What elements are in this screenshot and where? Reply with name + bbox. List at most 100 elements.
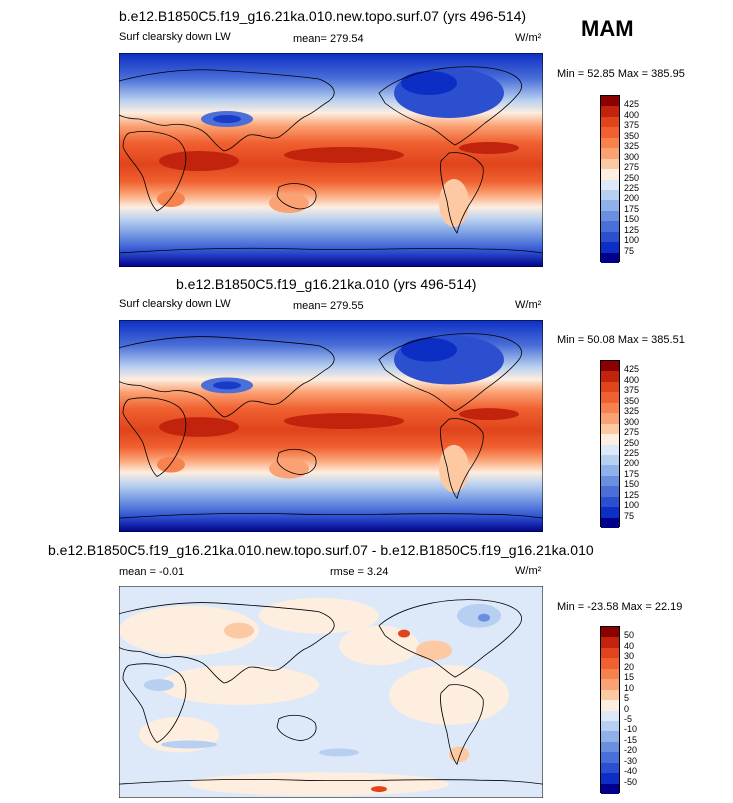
colorbar-tick-label: 50 <box>624 630 635 641</box>
colorbar-swatch <box>601 413 619 424</box>
colorbar-tick-label: 400 <box>624 374 640 385</box>
colorbar-swatch <box>601 731 619 742</box>
colorbar-tick-label: 400 <box>624 109 640 120</box>
panel-2-variable-label: Surf clearsky down LW <box>119 298 231 310</box>
colorbar-swatch <box>601 507 619 518</box>
colorbar-tick-label: 125 <box>624 489 640 500</box>
colorbar-swatch <box>601 96 619 107</box>
colorbar-tick-label: 0 <box>624 703 630 714</box>
colorbar-swatch <box>601 231 619 243</box>
colorbar-swatch <box>601 710 619 721</box>
colorbar-swatch <box>601 444 619 455</box>
colorbar-tick-label: 325 <box>624 406 640 417</box>
colorbar-tick-label: 175 <box>624 203 640 214</box>
colorbar-tick-label: 275 <box>624 427 640 438</box>
panel-3-mean-label: mean = -0.01 <box>119 566 185 578</box>
colorbar-swatch <box>601 741 619 753</box>
colorbar-swatch <box>601 783 619 794</box>
colorbar-tick-label: 350 <box>624 130 640 141</box>
colorbar-swatch <box>601 169 619 180</box>
colorbar-tick-label: 20 <box>624 661 635 672</box>
colorbar-swatch <box>601 242 619 253</box>
panel-1-units-label: W/m² <box>515 32 542 44</box>
panel-1-map <box>119 53 543 267</box>
colorbar-tick-label: -5 <box>624 713 633 724</box>
coastline-antarctica <box>119 247 543 254</box>
colorbar-tick-label: -10 <box>624 724 638 735</box>
colorbar-swatch <box>601 637 619 648</box>
colorbar-swatch <box>601 127 619 138</box>
colorbar-swatch <box>601 137 619 149</box>
colorbar-swatch <box>601 668 619 680</box>
colorbar-tick-label: 5 <box>624 693 630 704</box>
colorbar-swatch <box>601 762 619 774</box>
coastline-eurasia <box>119 69 335 152</box>
coastline-north-america <box>378 66 522 146</box>
colorbar-tick-label: -50 <box>624 776 638 787</box>
colorbar-swatch <box>601 647 619 659</box>
colorbar-tick-label: 425 <box>624 364 640 375</box>
colorbar-tick-label: 100 <box>624 500 640 511</box>
panel-2-mean-label: mean= 279.55 <box>293 300 364 312</box>
panel-3-title: b.e12.B1850C5.f19_g16.21ka.010.new.topo.… <box>48 542 594 558</box>
colorbar-swatch <box>601 158 619 170</box>
colorbar-tick-label: 40 <box>624 640 635 651</box>
colorbar-swatch <box>601 689 619 701</box>
colorbar-tick-label: 275 <box>624 162 640 173</box>
panel-1-variable-label: Surf clearsky down LW <box>119 31 231 43</box>
colorbar-swatch <box>601 402 619 414</box>
colorbar-tick-label: 150 <box>624 214 640 225</box>
colorbar-swatch <box>601 361 619 372</box>
colorbar-tick-label: 10 <box>624 682 635 693</box>
colorbar-tick-label: 300 <box>624 151 640 162</box>
colorbar-tick-label: 75 <box>624 510 635 521</box>
panel-3-units-label: W/m² <box>515 565 542 577</box>
colorbar-swatch <box>601 179 619 190</box>
colorbar-tick-label: 30 <box>624 651 635 662</box>
colorbar-tick-label: -15 <box>624 734 638 745</box>
colorbar-swatch <box>601 496 619 508</box>
colorbar-swatch <box>601 773 619 784</box>
panel-2-units-label: W/m² <box>515 299 542 311</box>
coastline-africa <box>122 131 187 212</box>
season-label: MAM <box>581 16 634 41</box>
colorbar-swatch <box>601 627 619 638</box>
panel-2-colorbar <box>600 360 620 528</box>
colorbar-swatch <box>601 189 619 201</box>
colorbar-swatch <box>601 423 619 435</box>
colorbar-swatch <box>601 148 619 159</box>
colorbar-tick-label: -30 <box>624 755 638 766</box>
colorbar-tick-label: 225 <box>624 447 640 458</box>
colorbar-swatch <box>601 116 619 128</box>
colorbar-tick-label: 75 <box>624 245 635 256</box>
colorbar-swatch <box>601 752 619 763</box>
colorbar-tick-label: 125 <box>624 224 640 235</box>
panel-1-title: b.e12.B1850C5.f19_g16.21ka.010.new.topo.… <box>119 8 527 24</box>
colorbar-swatch <box>601 700 619 711</box>
panel-2-title: b.e12.B1850C5.f19_g16.21ka.010 (yrs 496-… <box>176 276 477 292</box>
panel-1-minmax-label: Min = 52.85 Max = 385.95 <box>557 68 685 80</box>
colorbar-swatch <box>601 221 619 232</box>
panel-3-colorbar <box>600 626 620 794</box>
colorbar-tick-label: 250 <box>624 172 640 183</box>
colorbar-tick-label: 425 <box>624 99 640 110</box>
panel-1-colorbar <box>600 95 620 263</box>
colorbar-tick-label: 200 <box>624 193 640 204</box>
colorbar-tick-label: 300 <box>624 416 640 427</box>
colorbar-tick-label: 175 <box>624 468 640 479</box>
colorbar-tick-label: -40 <box>624 766 638 777</box>
colorbar-swatch <box>601 392 619 403</box>
colorbar-tick-label: 15 <box>624 672 635 683</box>
colorbar-tick-label: 375 <box>624 120 640 131</box>
colorbar-swatch <box>601 454 619 466</box>
colorbar-swatch <box>601 658 619 669</box>
colorbar-tick-label: 225 <box>624 182 640 193</box>
colorbar-tick-label: 375 <box>624 385 640 396</box>
panel-3-map <box>119 586 543 798</box>
colorbar-swatch <box>601 720 619 732</box>
colorbar-swatch <box>601 210 619 222</box>
colorbar-tick-label: 350 <box>624 395 640 406</box>
colorbar-swatch <box>601 679 619 690</box>
panel-1-mean-label: mean= 279.54 <box>293 33 364 45</box>
colorbar-swatch <box>601 371 619 382</box>
